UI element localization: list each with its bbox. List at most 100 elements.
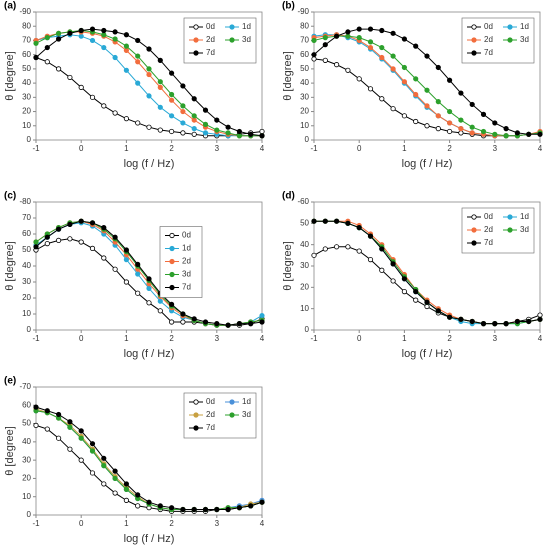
- data-point: [135, 120, 141, 126]
- y-tick-label: 50: [22, 64, 31, 73]
- data-point: [146, 285, 152, 291]
- data-point: [101, 27, 107, 34]
- data-point: [135, 271, 141, 277]
- data-point: [33, 404, 39, 410]
- data-point: [537, 316, 543, 322]
- data-point: [112, 490, 118, 496]
- data-point: [135, 37, 141, 44]
- data-point: [322, 246, 328, 252]
- x-tick-label: 4: [260, 519, 265, 528]
- data-point: [67, 30, 73, 36]
- legend-marker: [471, 37, 477, 43]
- data-point: [367, 39, 374, 45]
- data-point: [401, 113, 407, 119]
- y-tick-label: 20: [300, 107, 309, 116]
- y-tick-label: -70: [19, 382, 31, 391]
- data-point: [146, 499, 152, 505]
- panel-label: (d): [282, 191, 295, 202]
- data-point: [492, 131, 498, 137]
- data-point: [44, 59, 50, 65]
- legend-label: 0d: [484, 22, 493, 31]
- data-point: [345, 220, 351, 226]
- data-point: [446, 314, 453, 320]
- data-point: [503, 133, 509, 139]
- data-point: [413, 118, 419, 125]
- data-point: [169, 128, 175, 135]
- data-point: [333, 62, 340, 68]
- data-point: [225, 130, 231, 136]
- data-point: [424, 103, 430, 109]
- data-point: [123, 486, 130, 492]
- legend-label: 7d: [182, 283, 191, 292]
- data-point: [78, 457, 84, 463]
- data-point: [214, 320, 220, 327]
- legend-marker: [471, 240, 477, 246]
- data-point: [191, 113, 197, 119]
- x-axis-label: log (f / Hz): [402, 348, 453, 360]
- panel-label: (b): [282, 1, 295, 12]
- data-point: [135, 261, 141, 267]
- legend-marker: [229, 399, 235, 405]
- legend-label: 1d: [242, 397, 251, 406]
- y-tick-label: 10: [22, 121, 31, 130]
- data-point: [248, 320, 254, 327]
- data-point: [44, 44, 50, 51]
- data-point: [180, 311, 186, 317]
- data-point: [135, 80, 141, 86]
- y-tick-label: 30: [22, 455, 31, 464]
- data-point: [424, 53, 430, 59]
- data-point: [480, 111, 487, 118]
- data-point: [78, 239, 84, 245]
- y-tick-label: 0: [305, 325, 310, 334]
- y-tick-label: 0: [305, 135, 310, 144]
- x-tick-label: 2: [169, 334, 174, 343]
- data-point: [135, 503, 141, 509]
- y-axis-label: θ [degree]: [4, 241, 16, 291]
- data-point: [55, 411, 62, 418]
- data-point: [401, 64, 407, 71]
- data-point: [503, 126, 509, 132]
- legend-label: 2d: [206, 35, 215, 44]
- y-tick-label: 40: [300, 240, 309, 249]
- data-point: [214, 127, 220, 133]
- data-point: [446, 128, 453, 135]
- data-point: [424, 299, 430, 305]
- x-tick-label: -1: [32, 144, 40, 153]
- data-point: [458, 90, 464, 96]
- data-point: [89, 220, 96, 226]
- y-tick-label: -80: [19, 197, 31, 206]
- data-point: [33, 40, 39, 46]
- data-point: [492, 120, 498, 126]
- data-point: [424, 87, 430, 93]
- data-point: [413, 43, 419, 49]
- data-point: [157, 298, 163, 304]
- legend-marker: [193, 425, 199, 431]
- x-tick-label: -1: [310, 144, 318, 153]
- data-point: [503, 320, 509, 327]
- data-point: [259, 312, 265, 319]
- data-point: [322, 34, 328, 41]
- data-point: [333, 33, 340, 39]
- legend-label: 7d: [206, 48, 215, 57]
- data-point: [367, 256, 374, 263]
- data-point: [480, 128, 487, 135]
- data-point: [112, 29, 118, 35]
- data-point: [101, 44, 107, 51]
- x-tick-label: 0: [79, 334, 84, 343]
- data-point: [123, 43, 130, 49]
- legend-marker: [169, 232, 175, 239]
- legend-marker: [193, 37, 199, 43]
- data-point: [311, 218, 317, 224]
- data-point: [55, 36, 62, 42]
- data-point: [514, 318, 521, 325]
- data-point: [157, 127, 163, 133]
- y-tick-label: 40: [22, 78, 31, 87]
- plot-frame: [313, 11, 541, 141]
- x-tick-label: 0: [357, 144, 362, 153]
- data-point: [67, 74, 73, 81]
- legend-label: 1d: [182, 244, 191, 253]
- legend-label: 2d: [206, 410, 215, 419]
- data-point: [413, 297, 419, 303]
- data-point: [435, 64, 441, 71]
- data-point: [67, 424, 73, 430]
